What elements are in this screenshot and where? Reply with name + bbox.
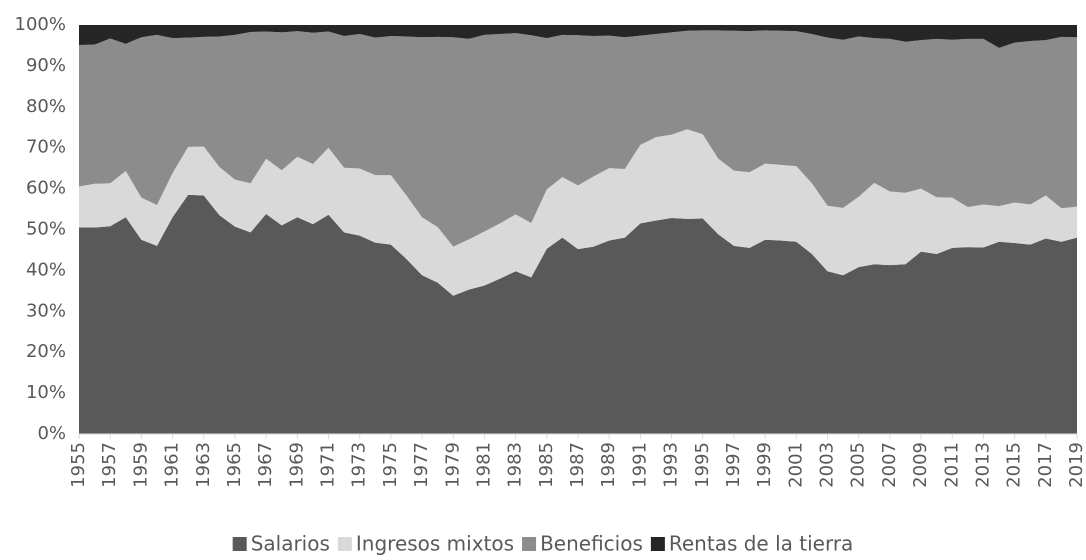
y-tick-label: 20% xyxy=(26,341,66,362)
x-tick-label: 1955 xyxy=(68,442,89,488)
area xyxy=(79,129,1077,296)
y-tick-label: 40% xyxy=(26,259,66,280)
y-tick-label: 60% xyxy=(26,178,66,199)
x-tick-label: 1965 xyxy=(224,442,245,488)
legend-swatch xyxy=(337,537,352,551)
x-tick-label: 1985 xyxy=(536,442,557,488)
x-tick-label: 2013 xyxy=(972,442,993,488)
x-tick-label: 1991 xyxy=(629,442,650,488)
y-tick-label: 70% xyxy=(26,137,66,158)
legend-label: Ingresos mixtos xyxy=(356,532,514,556)
x-tick-label: 1971 xyxy=(318,442,339,488)
legend-label: Beneficios xyxy=(540,532,643,556)
x-tick-label: 1993 xyxy=(661,442,682,488)
x-tick-label: 1977 xyxy=(411,442,432,488)
x-tick-label: 1987 xyxy=(567,442,588,488)
area xyxy=(79,25,1077,48)
legend-label: Salarios xyxy=(251,532,330,556)
x-tick-label: 2011 xyxy=(941,442,962,488)
legend-swatch xyxy=(522,537,537,551)
x-tick-label: 1979 xyxy=(442,442,463,488)
y-tick-label: 80% xyxy=(26,96,66,117)
legend-swatch xyxy=(232,537,247,551)
legend-swatch xyxy=(650,537,665,551)
x-tick-label: 1981 xyxy=(473,442,494,488)
x-tick-label: 2019 xyxy=(1066,442,1086,488)
x-tick-label: 2009 xyxy=(910,442,931,488)
legend-label: Rentas de la tierra xyxy=(669,532,853,556)
x-tick-label: 2007 xyxy=(879,442,900,488)
x-tick-label: 2005 xyxy=(848,442,869,488)
x-tick-label: 2017 xyxy=(1035,442,1056,488)
x-tick-label: 2015 xyxy=(1004,442,1025,488)
x-tick-label: 1969 xyxy=(286,442,307,488)
y-tick-label: 10% xyxy=(26,382,66,403)
legend: Salarios Ingresos mixtos Beneficios Rentas … xyxy=(232,532,853,556)
x-tick-label: 1995 xyxy=(692,442,713,488)
x-tick-label: 1963 xyxy=(193,442,214,488)
x-tick-label: 1961 xyxy=(162,442,183,488)
y-tick-label: 0% xyxy=(37,423,66,444)
x-tick-label: 1975 xyxy=(380,442,401,488)
area xyxy=(79,194,1077,434)
x-tick-label: 1967 xyxy=(255,442,276,488)
x-tick-label: 2001 xyxy=(785,442,806,488)
x-tick-label: 1957 xyxy=(99,442,120,488)
y-tick-label: 90% xyxy=(26,55,66,76)
x-tick-label: 1999 xyxy=(754,442,775,488)
y-tick-label: 100% xyxy=(15,14,66,35)
area xyxy=(79,30,1077,247)
x-tick-label: 1959 xyxy=(130,442,151,488)
x-tick-label: 1997 xyxy=(723,442,744,488)
y-tick-label: 30% xyxy=(26,300,66,321)
x-tick-label: 2003 xyxy=(817,442,838,488)
x-tick-label: 1989 xyxy=(598,442,619,488)
y-tick-label: 50% xyxy=(26,219,66,240)
x-tick-label: 1983 xyxy=(505,442,526,488)
x-tick-label: 1973 xyxy=(349,442,370,488)
